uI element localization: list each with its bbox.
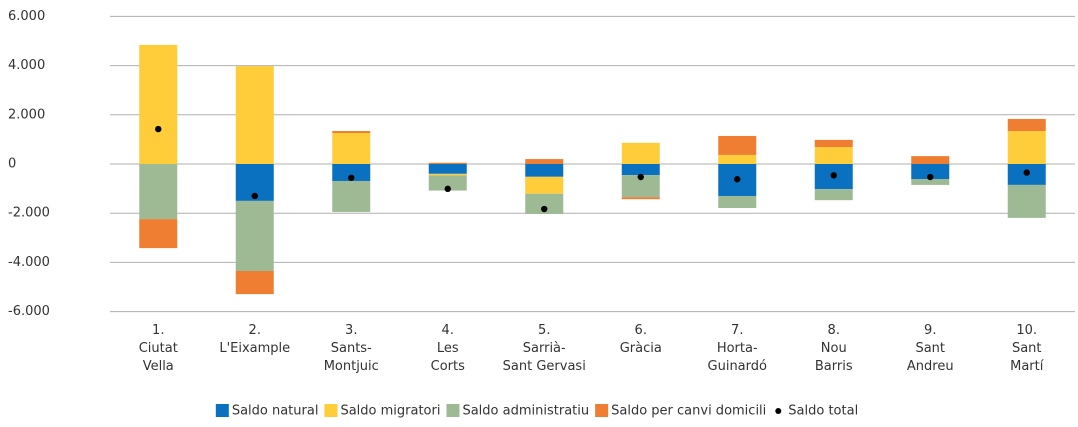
bar-segment xyxy=(621,197,660,200)
total-dot xyxy=(251,192,258,200)
y-tick-label: 6.000 xyxy=(8,9,45,24)
bar-segment xyxy=(1007,131,1046,164)
x-tick-label: 2. L'Eixample xyxy=(219,323,290,356)
x-tick-label: 10. Sant Martí xyxy=(1010,323,1044,374)
bar-segment xyxy=(428,173,467,176)
bar-segment xyxy=(1007,118,1046,132)
total-dot xyxy=(734,176,741,183)
legend-label: Saldo migratori xyxy=(340,404,440,419)
bar-segment xyxy=(235,200,274,272)
bar-segment xyxy=(911,156,950,164)
y-tick-label: -4.000 xyxy=(8,255,50,270)
bar-segment xyxy=(332,131,371,134)
bar-segment xyxy=(332,180,371,212)
legend-swatch xyxy=(215,404,229,417)
x-tick-label: 6. Gràcia xyxy=(620,323,662,356)
legend-label: Saldo per canvi domicili xyxy=(611,404,766,419)
bar-segment xyxy=(235,271,274,295)
x-tick-label: 9. Sant Andreu xyxy=(907,323,954,374)
bar-segment xyxy=(525,176,564,194)
bar-segment xyxy=(718,135,757,155)
total-dot xyxy=(348,174,355,181)
legend-swatch xyxy=(446,404,460,417)
bar-segment xyxy=(911,164,950,180)
total-dot xyxy=(927,173,934,181)
bar-segment xyxy=(428,164,467,174)
y-tick-label: -2.000 xyxy=(8,206,50,221)
y-tick-label: 4.000 xyxy=(8,58,45,73)
y-tick-label: 0 xyxy=(8,157,16,172)
bar-segment xyxy=(525,159,564,164)
bar-segment xyxy=(139,219,178,249)
total-dot xyxy=(155,125,162,133)
legend-swatch xyxy=(595,404,609,417)
total-dot xyxy=(637,173,644,181)
legend-label: Saldo total xyxy=(788,404,858,419)
y-tick-label: -6.000 xyxy=(8,304,50,319)
bar-segment xyxy=(718,195,757,209)
bar-segment xyxy=(235,66,274,164)
bar-segment xyxy=(332,133,371,164)
bar-segment xyxy=(525,193,564,214)
total-dot xyxy=(830,172,837,179)
bar-segment xyxy=(428,162,467,164)
x-tick-label: 4. Les Corts xyxy=(431,323,465,374)
bar-segment xyxy=(814,147,853,164)
bar-segment xyxy=(814,189,853,201)
x-tick-label: 5. Sarrià-Sant Gervasi xyxy=(503,323,586,374)
bar-segment xyxy=(621,164,660,176)
y-tick-label: 2.000 xyxy=(8,107,45,122)
bar-segment xyxy=(718,154,757,164)
bar-segment xyxy=(139,164,178,220)
total-dot xyxy=(444,185,451,193)
bar-segment xyxy=(525,164,564,177)
bar-segment xyxy=(621,175,660,198)
bar-segment xyxy=(428,175,467,191)
legend-swatch xyxy=(324,404,338,417)
x-tick-label: 8. Nou Barris xyxy=(815,323,853,374)
bar-segment xyxy=(1007,184,1046,218)
bar-segment xyxy=(139,44,178,164)
legend-label: Saldo natural xyxy=(232,404,319,419)
total-dot xyxy=(541,205,548,213)
x-tick-label: 1. Ciutat Vella xyxy=(139,323,178,374)
total-dot xyxy=(1023,169,1030,176)
bar-segment xyxy=(911,179,950,185)
bar-segment xyxy=(621,142,660,164)
x-tick-label: 7. Horta-Guinardó xyxy=(708,323,767,374)
x-tick-label: 3. Sants-Montjuic xyxy=(324,323,379,374)
bar-segment xyxy=(814,139,853,148)
legend-label: Saldo administratiu xyxy=(462,404,589,419)
legend-dot xyxy=(775,408,782,414)
bar-segment xyxy=(332,164,371,181)
